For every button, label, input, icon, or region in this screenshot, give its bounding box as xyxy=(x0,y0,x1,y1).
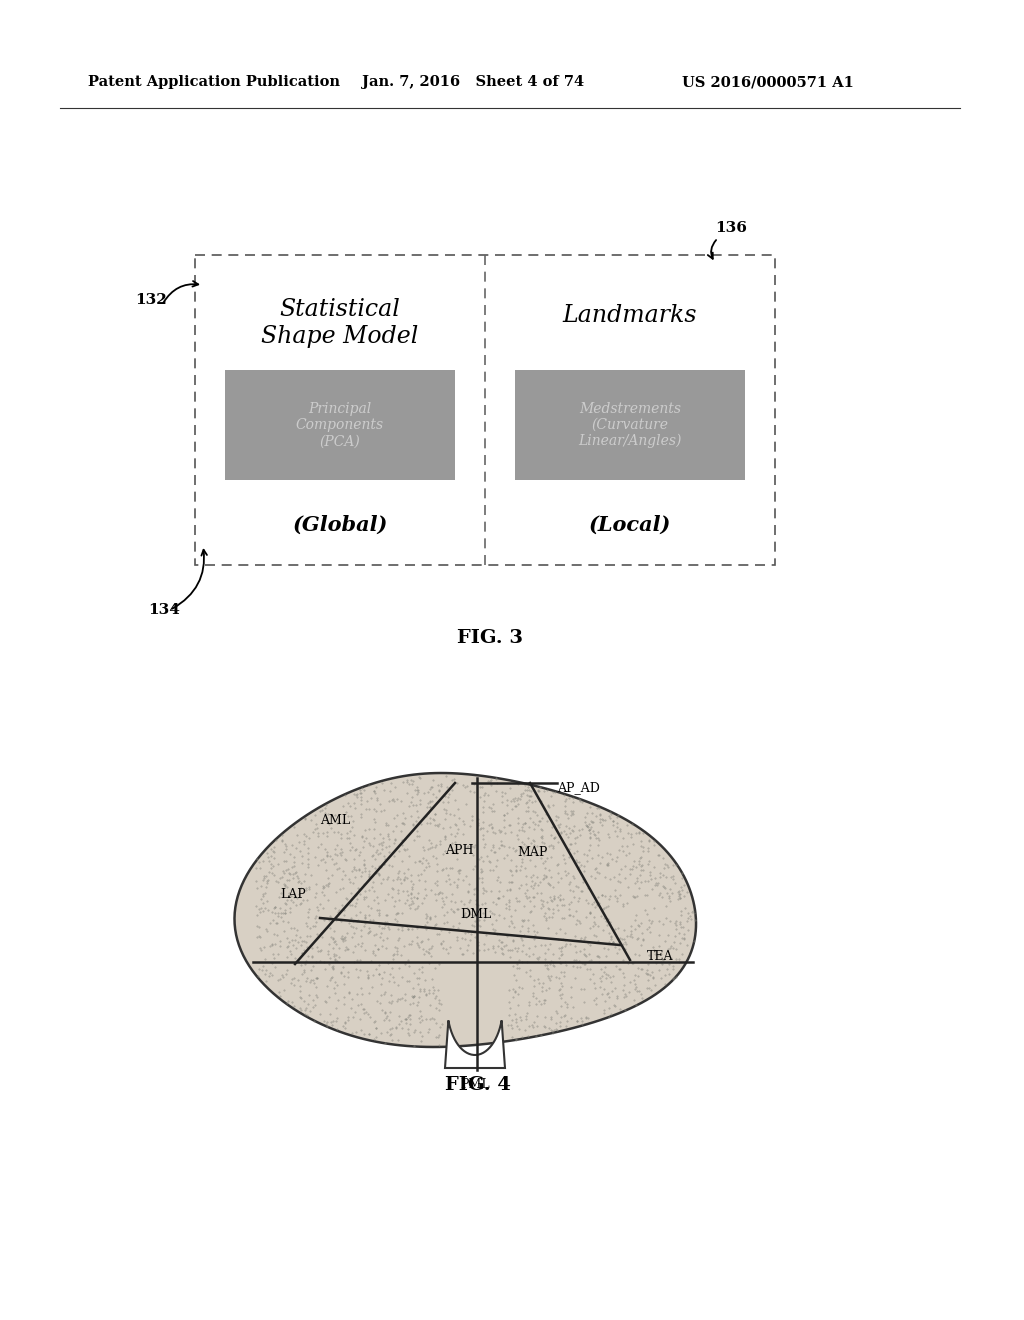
Text: LAP: LAP xyxy=(280,888,306,902)
Text: (Local): (Local) xyxy=(589,515,671,535)
Text: Patent Application Publication: Patent Application Publication xyxy=(88,75,340,88)
Text: FIG. 3: FIG. 3 xyxy=(457,630,523,647)
Text: APH: APH xyxy=(445,843,473,857)
Text: DML: DML xyxy=(460,908,492,921)
Text: US 2016/0000571 A1: US 2016/0000571 A1 xyxy=(682,75,854,88)
Text: MAP: MAP xyxy=(517,846,548,858)
Text: Jan. 7, 2016   Sheet 4 of 74: Jan. 7, 2016 Sheet 4 of 74 xyxy=(362,75,584,88)
Text: Statistical
Shape Model: Statistical Shape Model xyxy=(261,298,419,347)
Text: (Global): (Global) xyxy=(292,515,388,535)
FancyBboxPatch shape xyxy=(515,370,745,480)
Text: AP_AD: AP_AD xyxy=(557,781,600,795)
Text: 136: 136 xyxy=(715,220,746,235)
Text: Principal
Components
(PCA): Principal Components (PCA) xyxy=(296,401,384,449)
Text: 134: 134 xyxy=(148,603,180,616)
Text: FIG. 4: FIG. 4 xyxy=(445,1076,511,1094)
FancyBboxPatch shape xyxy=(225,370,455,480)
Text: Medstrements
(Curvature
Linear/Angles): Medstrements (Curvature Linear/Angles) xyxy=(579,401,682,449)
Text: PML: PML xyxy=(460,1078,489,1092)
Text: Landmarks: Landmarks xyxy=(563,304,697,326)
Text: 132: 132 xyxy=(135,293,167,308)
Text: TEA: TEA xyxy=(647,950,674,964)
FancyBboxPatch shape xyxy=(195,255,775,565)
Polygon shape xyxy=(445,1020,505,1068)
Polygon shape xyxy=(234,774,696,1047)
Text: AML: AML xyxy=(319,813,350,826)
